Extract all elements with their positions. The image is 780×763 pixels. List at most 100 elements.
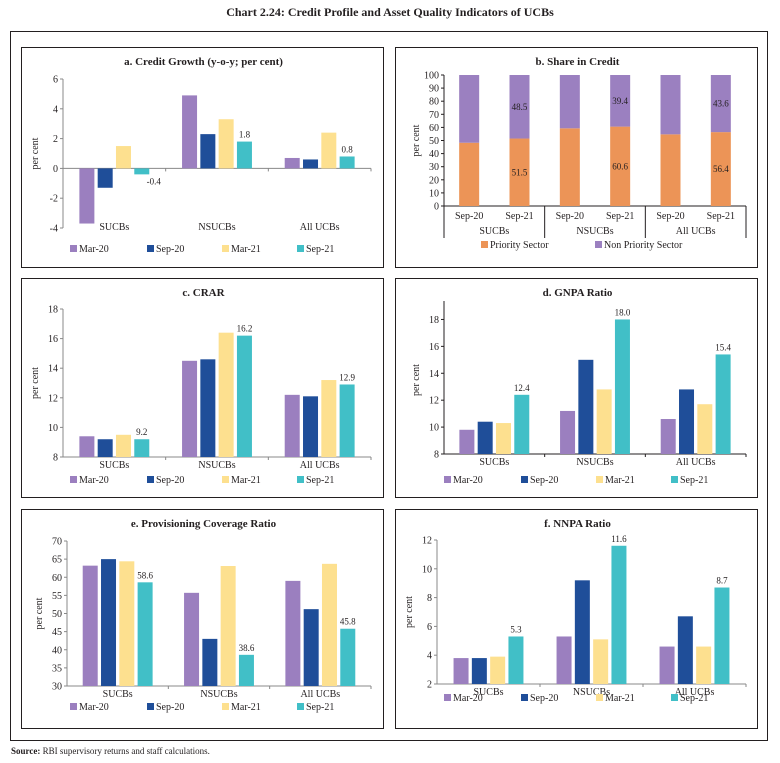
y-axis-label: per cent bbox=[411, 364, 422, 396]
legend-swatch-mar-21 bbox=[222, 703, 229, 710]
y-tick-label: 16 bbox=[48, 334, 58, 345]
y-tick-label: 30 bbox=[429, 162, 439, 173]
legend-label-sep-20: Sep-20 bbox=[156, 475, 184, 486]
data-label: 12.4 bbox=[514, 383, 530, 393]
data-label: 45.8 bbox=[340, 617, 356, 627]
legend-label-mar-21: Mar-21 bbox=[231, 702, 261, 713]
y-tick-label: 10 bbox=[429, 188, 439, 199]
y-axis-label: per cent bbox=[34, 597, 45, 629]
bar-mar-21-nsucbs bbox=[593, 639, 609, 684]
bar-non-priority-sector-sucbs-sep-20 bbox=[459, 75, 480, 143]
legend-label-sep-21: Sep-21 bbox=[306, 244, 334, 255]
bar-sep-21-nsucbs bbox=[611, 545, 627, 684]
legend-label-mar-20: Mar-20 bbox=[453, 475, 483, 486]
y-tick-label: 8 bbox=[53, 453, 58, 464]
legend-swatch-mar-20 bbox=[70, 703, 77, 710]
bar-non-priority-sector-nsucbs-sep-20 bbox=[559, 75, 580, 129]
x-tick-label: All UCBs bbox=[675, 687, 715, 698]
bar-sep-20-nsucbs bbox=[574, 580, 590, 684]
legend-swatch-mar-21 bbox=[222, 245, 229, 252]
bar-mar-20-nsucbs bbox=[182, 360, 198, 457]
bar-mar-21-nsucbs bbox=[218, 332, 234, 457]
x-tick-label: SUCBs bbox=[479, 457, 509, 468]
data-label: 60.6 bbox=[612, 161, 628, 171]
y-tick-label: 70 bbox=[52, 537, 62, 548]
y-tick-label: 80 bbox=[429, 97, 439, 108]
legend-label-mar-21: Mar-21 bbox=[231, 475, 261, 486]
bar-sep-20-all-ucbs bbox=[677, 616, 693, 684]
y-tick-label: 60 bbox=[52, 573, 62, 584]
x-tick-label: Sep-20 bbox=[455, 211, 483, 222]
y-tick-label: 0 bbox=[434, 202, 439, 213]
bar-sep-20-sucbs bbox=[97, 439, 113, 457]
x-tick-label: SUCBs bbox=[473, 687, 503, 698]
bar-mar-21-all-ucbs bbox=[321, 132, 337, 169]
y-tick-label: 18 bbox=[48, 305, 58, 316]
legend-swatch-sep-20 bbox=[147, 476, 154, 483]
data-label: 15.4 bbox=[715, 342, 731, 352]
y-tick-label: 2 bbox=[53, 134, 58, 145]
legend-swatch-mar-20 bbox=[444, 476, 451, 483]
legend-label-mar-21: Mar-21 bbox=[605, 475, 635, 486]
legend-swatch-sep-21 bbox=[297, 476, 304, 483]
legend-swatch-sep-20 bbox=[147, 703, 154, 710]
bar-mar-20-sucbs bbox=[79, 436, 95, 457]
y-tick-label: 20 bbox=[429, 175, 439, 186]
y-tick-label: 35 bbox=[52, 663, 62, 674]
legend-swatch-priority-sector bbox=[481, 241, 488, 248]
bar-sep-21-sucbs bbox=[134, 168, 150, 175]
legend-label-mar-20: Mar-20 bbox=[79, 475, 109, 486]
x-tick-label: SUCBs bbox=[99, 222, 129, 233]
x-tick-label: All UCBs bbox=[300, 460, 340, 471]
y-tick-label: 14 bbox=[48, 364, 58, 375]
bar-priority-sector-sucbs-sep-21 bbox=[509, 138, 530, 206]
data-label: 5.3 bbox=[510, 624, 522, 634]
bar-mar-20-all-ucbs bbox=[660, 419, 676, 454]
data-label: 48.5 bbox=[512, 102, 528, 112]
y-tick-label: 18 bbox=[429, 315, 439, 326]
legend-label-sep-20: Sep-20 bbox=[530, 475, 558, 486]
bar-priority-sector-nsucbs-sep-21 bbox=[610, 126, 631, 206]
bar-priority-sector-sucbs-sep-20 bbox=[459, 142, 480, 206]
bar-mar-20-nsucbs bbox=[560, 410, 576, 454]
bar-mar-20-all-ucbs bbox=[659, 646, 675, 684]
legend-swatch-mar-21 bbox=[222, 476, 229, 483]
legend-swatch-sep-21 bbox=[297, 245, 304, 252]
y-axis-label: per cent bbox=[30, 137, 41, 169]
bar-sep-21-all-ucbs bbox=[339, 156, 355, 169]
data-label: 9.2 bbox=[136, 427, 147, 437]
chart-title: e. Provisioning Coverage Ratio bbox=[131, 518, 277, 530]
bar-mar-21-sucbs bbox=[490, 656, 506, 684]
y-tick-label: 8 bbox=[434, 450, 439, 461]
chart-title: a. Credit Growth (y-o-y; per cent) bbox=[124, 56, 283, 68]
y-tick-label: 40 bbox=[429, 149, 439, 160]
group-label: SUCBs bbox=[479, 226, 509, 237]
x-tick-label: NSUCBs bbox=[573, 687, 610, 698]
bar-mar-21-nsucbs bbox=[596, 389, 612, 454]
chart-title: d. GNPA Ratio bbox=[543, 287, 613, 299]
data-label: 58.6 bbox=[137, 570, 153, 580]
group-label: All UCBs bbox=[676, 226, 716, 237]
panel-gnpa-ratio: d. GNPA Ratio per cent 8 10 12 14 16 18 12.4 SUCB… bbox=[395, 278, 758, 498]
bar-sep-21-sucbs bbox=[508, 636, 524, 684]
y-tick-label: 90 bbox=[429, 84, 439, 95]
bar-mar-20-nsucbs bbox=[556, 636, 572, 684]
legend-label-mar-20: Mar-20 bbox=[79, 702, 109, 713]
y-axis-label: per cent bbox=[404, 596, 415, 628]
y-tick-label: 8 bbox=[427, 593, 432, 604]
bar-sep-21-all-ucbs bbox=[714, 587, 730, 684]
data-label: 0.8 bbox=[341, 144, 353, 154]
panel-share-in-credit: b. Share in Credit per cent 0 10 20 30 40 50 60 7… bbox=[395, 47, 758, 268]
page-title: Chart 2.24: Credit Profile and Asset Qua… bbox=[226, 5, 554, 19]
y-tick-label: 6 bbox=[53, 75, 58, 86]
y-tick-label: 14 bbox=[429, 369, 439, 380]
y-tick-label: 100 bbox=[424, 71, 439, 82]
bar-mar-21-nsucbs bbox=[220, 566, 236, 686]
chart-title: b. Share in Credit bbox=[536, 56, 620, 68]
legend-swatch-sep-21 bbox=[671, 476, 678, 483]
bar-mar-20-all-ucbs bbox=[285, 580, 301, 686]
bar-mar-20-sucbs bbox=[459, 429, 475, 454]
bar-sep-20-all-ucbs bbox=[303, 609, 319, 686]
y-tick-label: -2 bbox=[50, 194, 58, 205]
data-label: 16.2 bbox=[237, 324, 253, 334]
